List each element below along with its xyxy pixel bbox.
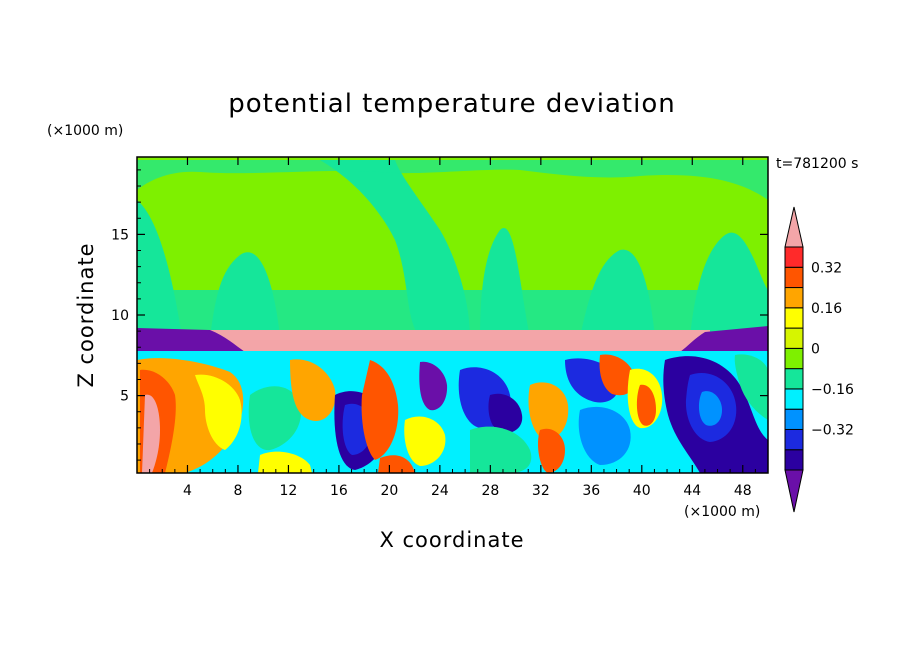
warm-core bbox=[636, 384, 656, 426]
warm-core bbox=[142, 394, 160, 473]
cold-eddy bbox=[419, 361, 448, 411]
x-tick-label: 24 bbox=[431, 483, 449, 499]
warm-eddy bbox=[528, 382, 569, 440]
upper-teal-band bbox=[137, 160, 768, 200]
colorbar-box bbox=[784, 287, 804, 309]
y-tick-label: 5 bbox=[120, 389, 129, 405]
inversion-layer bbox=[205, 330, 710, 351]
colorbar-label: −0.16 bbox=[811, 382, 854, 398]
colorbar-box bbox=[784, 347, 804, 370]
colorbar-box bbox=[784, 388, 804, 410]
y-axis-label: Z coordinate bbox=[74, 242, 98, 387]
colorbar-label: −0.32 bbox=[811, 422, 854, 438]
warm-eddy bbox=[537, 428, 565, 473]
x-axis-label: X coordinate bbox=[379, 528, 524, 552]
colorbar-box bbox=[784, 307, 804, 329]
colorbar-label: 0.32 bbox=[811, 260, 842, 276]
y-axis: 5 10 15 bbox=[111, 169, 768, 461]
colorbar-box bbox=[784, 266, 804, 289]
x-tick-label: 44 bbox=[683, 483, 701, 499]
x-axis: 4 8 12 16 20 24 28 32 36 40 44 48 bbox=[149, 157, 756, 499]
warm-eddy bbox=[361, 360, 399, 460]
y-tick-label: 15 bbox=[111, 227, 129, 243]
colorbar-box bbox=[784, 428, 804, 451]
warm-eddy bbox=[599, 354, 636, 396]
x-tick-label: 48 bbox=[734, 483, 752, 499]
colorbar-box bbox=[784, 327, 804, 349]
colorbar-box bbox=[784, 246, 804, 268]
cold-eddy bbox=[488, 393, 523, 434]
time-label: t=781200 s bbox=[776, 156, 858, 172]
y-tick-label: 10 bbox=[111, 308, 129, 324]
warm-eddy bbox=[404, 416, 446, 466]
x-tick-label: 16 bbox=[330, 483, 348, 499]
field bbox=[137, 157, 768, 473]
warm-eddy bbox=[258, 451, 312, 473]
x-tick-label: 8 bbox=[233, 483, 242, 499]
colorbar-label: 0.16 bbox=[811, 301, 842, 317]
colorbar-box bbox=[784, 408, 804, 430]
warm-eddy bbox=[290, 359, 336, 421]
x-unit-label: (×1000 m) bbox=[684, 504, 760, 520]
colorbar: −0.32 −0.16 0 0.16 0.32 bbox=[784, 206, 854, 513]
cold-pool-left bbox=[137, 328, 245, 355]
cold-pool-right bbox=[680, 326, 768, 355]
colorbar-box bbox=[784, 368, 804, 390]
neutral-eddy bbox=[248, 386, 301, 451]
cold-vortex bbox=[698, 391, 722, 426]
upper-teal-band bbox=[137, 290, 768, 337]
x-tick-label: 28 bbox=[481, 483, 499, 499]
colorbar-extend-min bbox=[784, 469, 804, 513]
x-tick-label: 32 bbox=[532, 483, 550, 499]
x-tick-label: 36 bbox=[582, 483, 600, 499]
x-tick-label: 4 bbox=[183, 483, 192, 499]
colorbar-extend-max bbox=[784, 206, 804, 248]
neutral-eddy bbox=[470, 426, 532, 473]
warm-plume bbox=[195, 374, 242, 450]
x-tick-label: 20 bbox=[380, 483, 398, 499]
chart-title: potential temperature deviation bbox=[228, 89, 675, 119]
cold-eddy bbox=[578, 406, 631, 465]
neutral-eddy bbox=[734, 354, 768, 420]
x-tick-label: 12 bbox=[280, 483, 298, 499]
y-unit-label: (×1000 m) bbox=[47, 123, 123, 139]
x-tick-label: 40 bbox=[633, 483, 651, 499]
colorbar-label: 0 bbox=[811, 341, 820, 357]
colorbar-box bbox=[784, 449, 804, 471]
warm-eddy bbox=[378, 455, 415, 473]
boundary-layer bbox=[137, 351, 768, 473]
